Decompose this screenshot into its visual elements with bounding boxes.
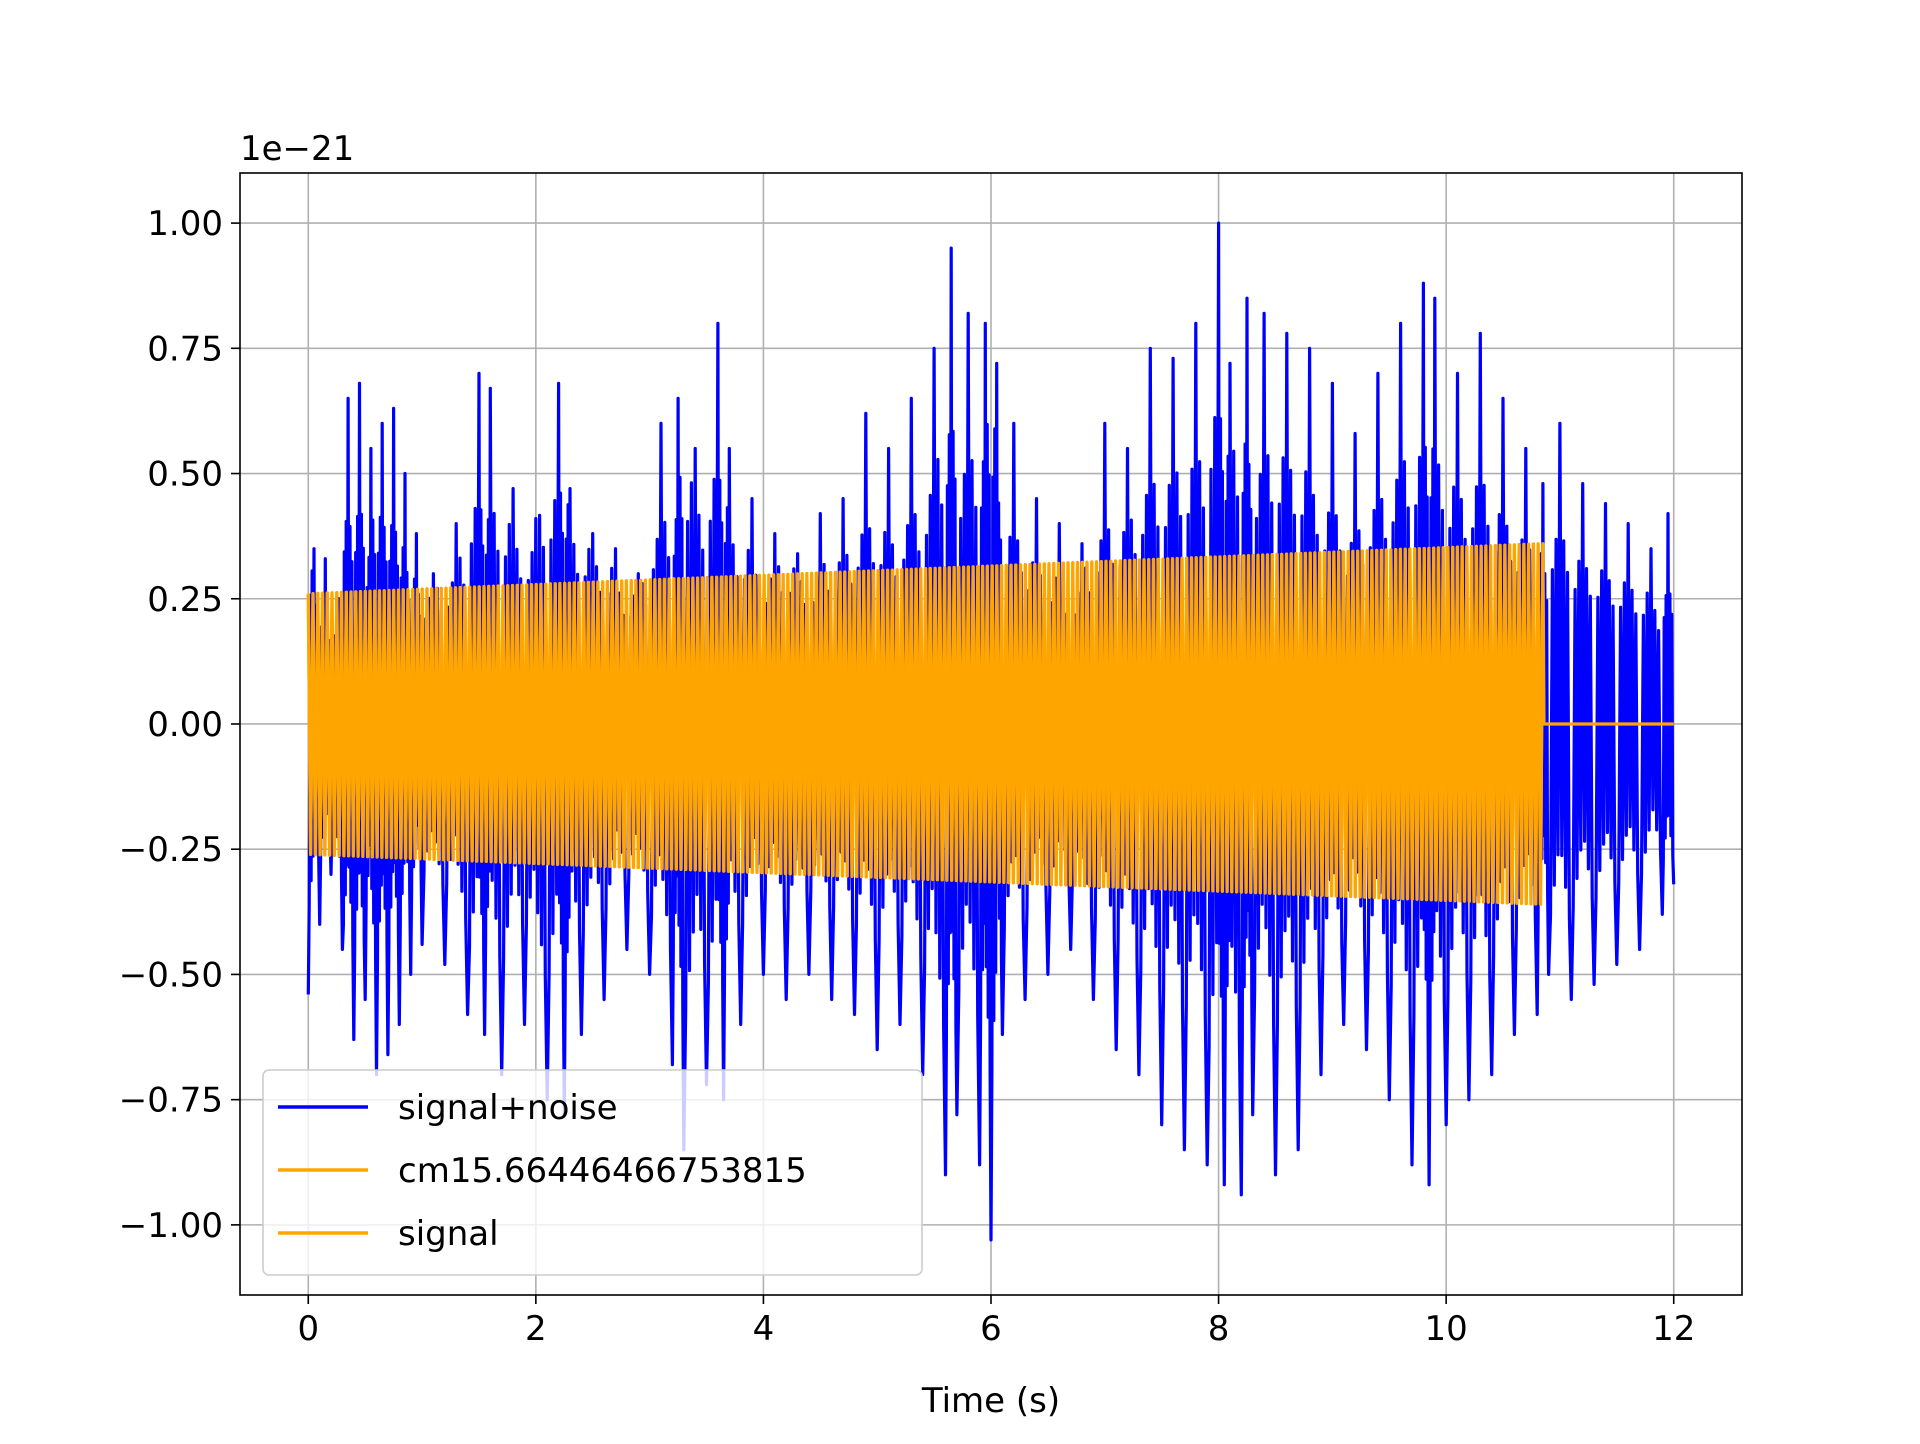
legend-label-signal: signal	[398, 1214, 499, 1254]
y-tick-label: 0.00	[147, 705, 223, 745]
y-tick-label: −0.25	[119, 830, 223, 870]
legend: signal+noise cm15.66446466753815 signal	[262, 1069, 923, 1276]
x-tick-label: 0	[297, 1309, 319, 1349]
x-tick-label: 4	[753, 1309, 775, 1349]
plot-lines	[306, 221, 1676, 1242]
x-tick-label: 8	[1208, 1309, 1230, 1349]
y-tick-label: −0.50	[119, 955, 223, 995]
y-tick-label: 0.25	[147, 580, 223, 620]
y-axis-offset-label: 1e−21	[240, 129, 354, 169]
y-tick-label: −1.00	[119, 1206, 223, 1246]
series-signal-noise-line	[306, 221, 1676, 1242]
x-tick-label: 12	[1652, 1309, 1695, 1349]
y-tick-label: −0.75	[119, 1081, 223, 1121]
x-axis-label: Time (s)	[921, 1381, 1060, 1421]
x-axis-ticks: 0 2 4 6 8 10 12	[297, 1295, 1695, 1349]
x-tick-label: 2	[525, 1309, 547, 1349]
legend-box	[262, 1069, 923, 1276]
series-signal-line	[306, 542, 1674, 906]
y-tick-label: 1.00	[147, 204, 223, 244]
x-tick-label: 10	[1425, 1309, 1468, 1349]
y-tick-label: 0.75	[147, 329, 223, 369]
x-tick-label: 6	[980, 1309, 1002, 1349]
legend-label-cm: cm15.66446466753815	[398, 1151, 807, 1191]
y-axis-ticks: −1.00 −0.75 −0.50 −0.25 0.00 0.25 0.50 0.75 1.00	[119, 204, 240, 1246]
y-tick-label: 0.50	[147, 455, 223, 495]
legend-label-signal-noise: signal+noise	[398, 1088, 618, 1128]
